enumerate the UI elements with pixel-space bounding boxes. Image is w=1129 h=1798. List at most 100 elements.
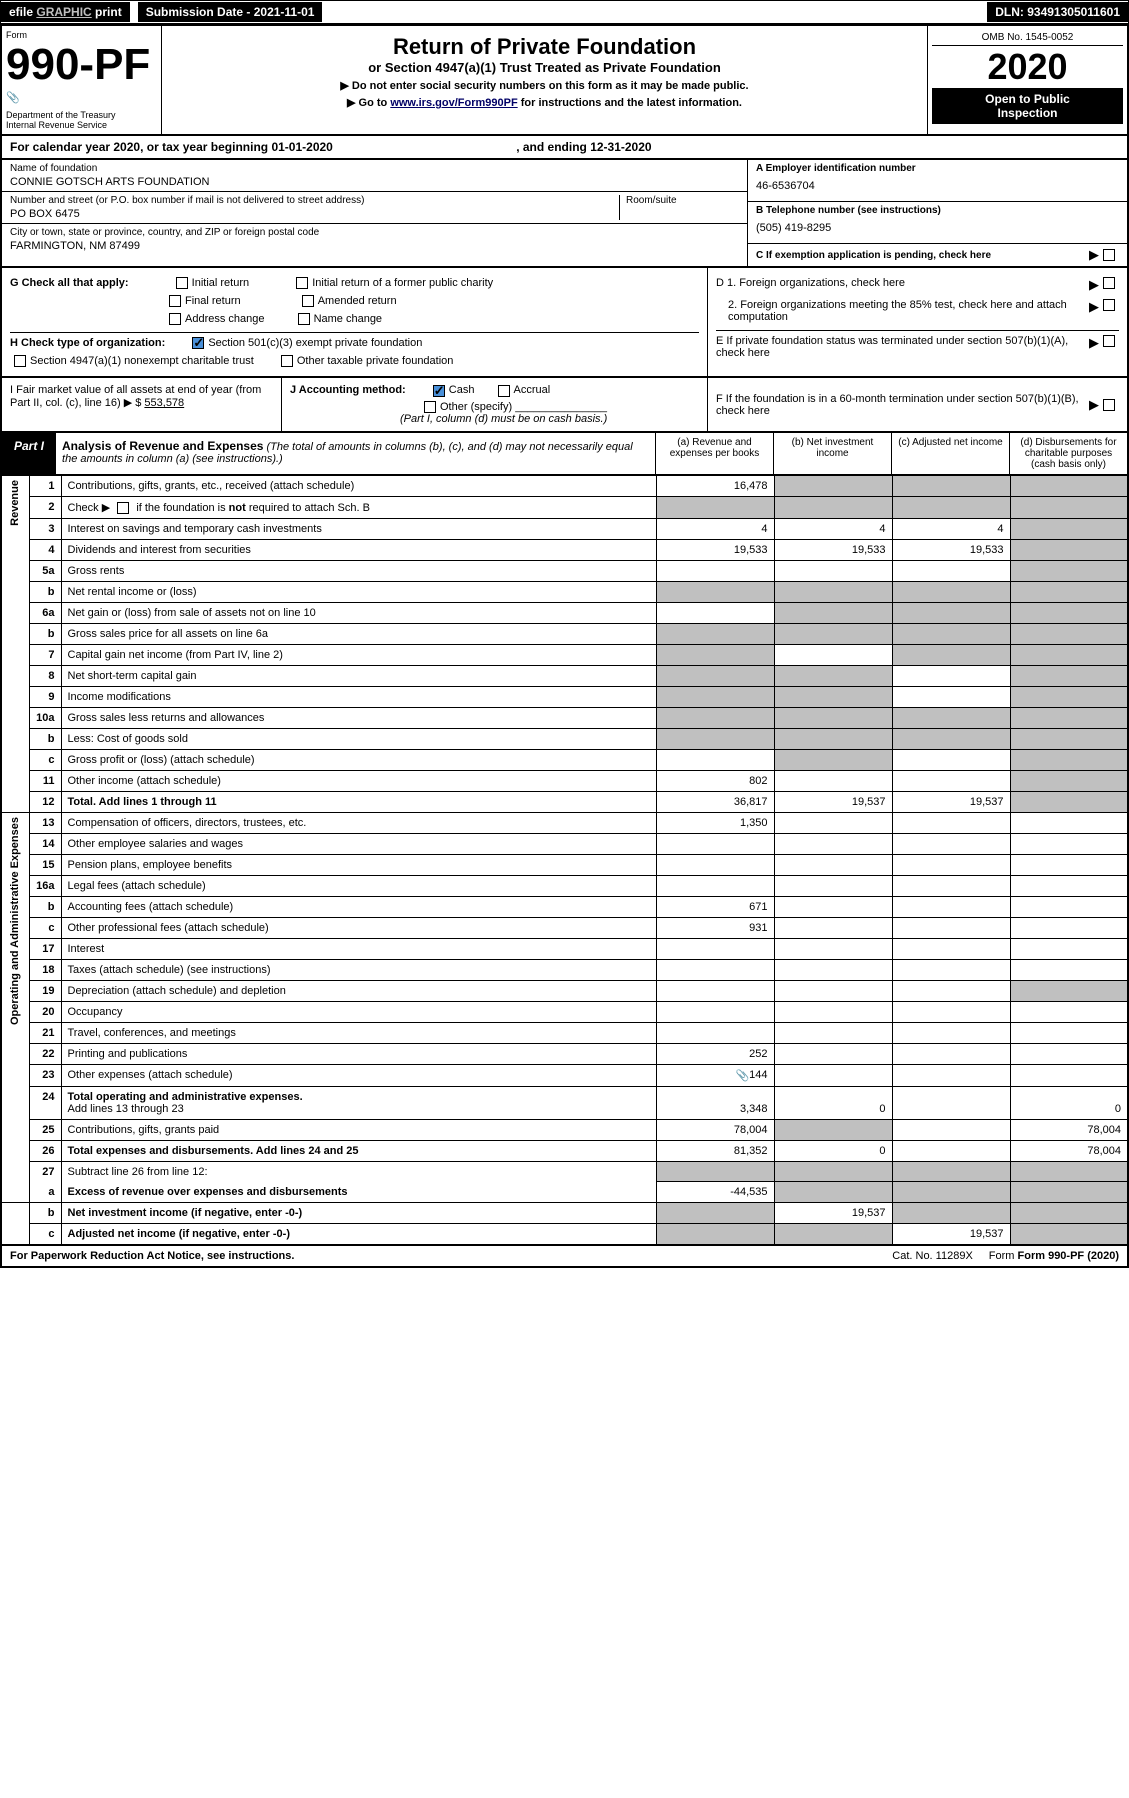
arrow-icon: ▶ [1089,335,1099,359]
amt-c [892,896,1010,917]
r2-pre: Check ▶ [68,502,114,514]
g2-check[interactable] [296,277,308,289]
e-check[interactable] [1103,335,1115,347]
j3-check[interactable] [424,401,436,413]
amt-b [774,644,892,665]
f-cell: F If the foundation is in a 60-month ter… [707,378,1127,430]
amt-b [774,707,892,728]
amt-d [1010,917,1128,938]
c-checkbox[interactable] [1103,249,1115,261]
form-word: Form [6,30,157,40]
row-num: b [29,728,61,749]
acct-block: I Fair market value of all assets at end… [0,378,1129,432]
h2-check[interactable] [14,355,26,367]
ein-label: A Employer identification number [756,163,916,174]
row-desc: Check ▶ if the foundation is not require… [61,496,656,518]
addr-label: Number and street (or P.O. box number if… [10,195,619,206]
j2-check[interactable] [498,385,510,397]
amt-c [892,707,1010,728]
table-row: 18Taxes (attach schedule) (see instructi… [1,959,1128,980]
r23-val: 144 [749,1069,767,1081]
g3-check[interactable] [169,295,181,307]
g5-check[interactable] [169,313,181,325]
d1-check[interactable] [1103,277,1115,289]
table-row: bGross sales price for all assets on lin… [1,623,1128,644]
row-num: 13 [29,812,61,833]
table-row: 23Other expenses (attach schedule) 144 [1,1064,1128,1086]
dln: DLN: 93491305011601 [987,2,1128,22]
amt-c [892,728,1010,749]
f-check[interactable] [1103,399,1115,411]
amt-c: 19,533 [892,539,1010,560]
g4: Amended return [318,295,397,307]
g-row3: Address change Name change [10,310,699,328]
row-num: 3 [29,518,61,539]
amt-b: 0 [774,1086,892,1119]
d2-row: 2. Foreign organizations meeting the 85%… [716,296,1119,326]
amt-a: 802 [656,770,774,791]
amt-b [774,770,892,791]
table-row: 25Contributions, gifts, grants paid78,00… [1,1119,1128,1140]
row-num: 1 [29,476,61,497]
row-desc: Dividends and interest from securities [61,539,656,560]
g6-check[interactable] [298,313,310,325]
i-cell: I Fair market value of all assets at end… [2,378,282,430]
name-label: Name of foundation [10,163,739,174]
attach-icon[interactable] [6,90,20,104]
row-desc: Income modifications [61,686,656,707]
amt-c [892,1203,1010,1224]
amt-a: -44,535 [656,1182,774,1203]
amt-b: 19,537 [774,791,892,812]
arrow-icon: ▶ [1089,299,1099,323]
g4-check[interactable] [302,295,314,307]
end-date: 12-31-2020 [590,140,651,154]
amt-a: 81,352 [656,1140,774,1161]
amt-b [774,854,892,875]
h3-check[interactable] [281,355,293,367]
h1-check[interactable] [192,337,204,349]
amt-d [1010,1064,1128,1086]
graphic-link[interactable]: GRAPHIC [36,5,91,19]
omb: OMB No. 1545-0052 [932,30,1123,46]
amt-c [892,1022,1010,1043]
g1-check[interactable] [176,277,188,289]
amt-a [656,1203,774,1224]
amt-a: 671 [656,896,774,917]
amt-d [1010,1001,1128,1022]
j1-check[interactable] [433,385,445,397]
footer-left: For Paperwork Reduction Act Notice, see … [2,1246,884,1266]
amt-d [1010,644,1128,665]
inst2: ▶ Go to www.irs.gov/Form990PF for instru… [170,96,919,109]
form-right: OMB No. 1545-0052 2020 Open to Public In… [927,26,1127,134]
amt-d [1010,1161,1128,1182]
amt-b [774,1161,892,1182]
h2: Section 4947(a)(1) nonexempt charitable … [30,355,254,367]
table-row: Revenue 1 Contributions, gifts, grants, … [1,476,1128,497]
amt-b [774,602,892,623]
ein-value: 46-6536704 [756,174,1119,198]
amt-d [1010,602,1128,623]
table-row: 5aGross rents [1,560,1128,581]
r2-bold: not [229,502,246,514]
amt-d [1010,1022,1128,1043]
amt-d [1010,812,1128,833]
row-num: 20 [29,1001,61,1022]
d2-check[interactable] [1103,299,1115,311]
amt-b [774,749,892,770]
row-num: 6a [29,602,61,623]
row-desc: Other employee salaries and wages [61,833,656,854]
attach-icon[interactable] [735,1070,749,1082]
row-desc: Occupancy [61,1001,656,1022]
irs-link[interactable]: www.irs.gov/Form990PF [390,97,517,109]
city-value: FARMINGTON, NM 87499 [10,238,739,252]
amt-b [774,581,892,602]
table-row: Operating and Administrative Expenses 13… [1,812,1128,833]
inst1: ▶ Do not enter social security numbers o… [170,79,919,92]
amt-b [774,833,892,854]
table-row: bNet investment income (if negative, ent… [1,1203,1128,1224]
row-desc: Gross rents [61,560,656,581]
row-num: 14 [29,833,61,854]
r2-check[interactable] [117,502,129,514]
row-num: c [29,917,61,938]
amt-c [892,1140,1010,1161]
